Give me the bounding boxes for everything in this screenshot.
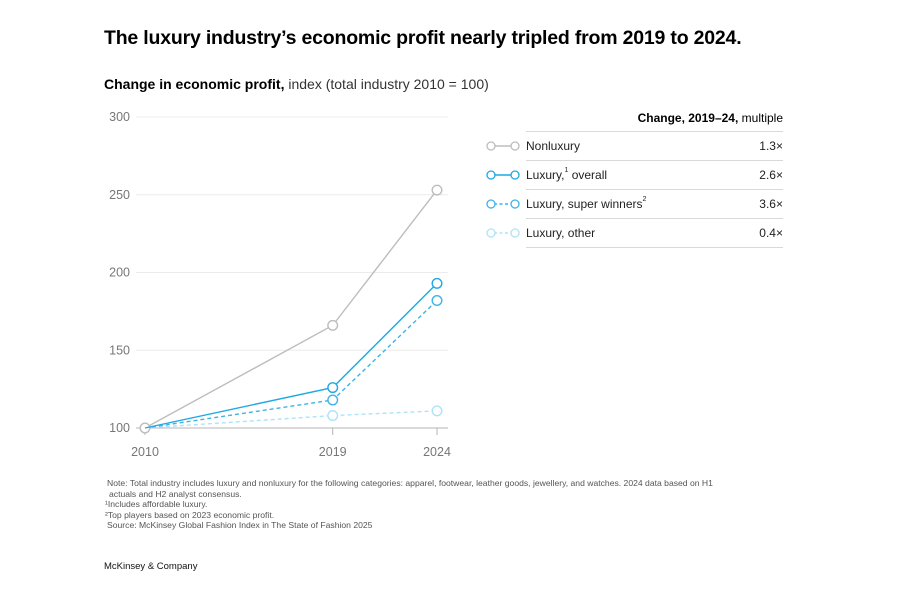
footnote-marker: 2 [642,196,647,203]
legend-row-nonluxury: Nonluxury 1.3× [486,132,783,161]
series-line [144,410,438,429]
data-point [431,405,443,417]
y-tick-label: 150 [109,343,130,357]
data-point [327,319,339,331]
data-point [327,394,339,406]
y-tick-label: 250 [109,188,130,202]
legend-value: 1.3× [759,139,783,153]
footnotes: Note: Total industry includes luxury and… [105,478,807,531]
legend-value: 0.4× [759,226,783,240]
footnote-2: ²Top players based on 2023 economic prof… [105,509,275,520]
x-tick-label: 2010 [131,445,159,459]
chart-subtitle: Change in economic profit, index (total … [104,76,489,92]
data-point [431,184,443,196]
series-line [144,189,438,429]
source-text: Source: McKinsey Global Fashion Index in… [107,520,373,531]
data-point [431,277,443,289]
legend-label-suffix: overall [568,168,608,182]
note-text: actuals and H2 analyst consensus. [109,488,242,499]
legend-marker [486,170,496,180]
series-line [144,299,438,429]
y-tick-label: 200 [109,266,130,280]
legend-line-marker-icon [486,170,520,180]
x-tick-label: 2019 [319,445,347,459]
legend-header-bold: Change, 2019–24, [637,111,739,125]
series-luxury-overall [144,277,443,429]
y-axis-ticks: 100 150 200 250 300 [109,110,130,435]
footnote-1: ¹Includes affordable luxury. [105,499,208,510]
legend-header-rest: multiple [738,111,783,125]
legend-marker [510,228,520,238]
series-luxury-super-winners [144,294,443,429]
legend-line-marker-icon [486,141,520,151]
legend-dashed-marker-icon [486,228,520,238]
subtitle-rest: index (total industry 2010 = 100) [284,76,489,92]
series-luxury-other [144,405,443,429]
legend-header: Change, 2019–24, multiple [526,108,783,132]
legend-marker [510,141,520,151]
data-point [327,410,339,422]
legend-row-luxury-overall: Luxury,1 overall 2.6× [486,161,783,190]
series-nonluxury [139,184,443,434]
legend-row-luxury-super-winners: Luxury, super winners2 3.6× [486,190,783,219]
legend-label: Luxury, [526,168,565,182]
legend-row-luxury-other: Luxury, other 0.4× [486,219,783,248]
legend-label: Luxury, super winners [526,197,643,211]
legend-marker [486,141,496,151]
legend-dashed-marker-icon [486,199,520,209]
x-axis-ticks: 2010 2019 2024 [131,428,451,459]
legend-marker [486,199,496,209]
note-text: Note: Total industry includes luxury and… [107,478,713,488]
legend-table: Change, 2019–24, multiple Nonluxury 1.3×… [486,108,783,248]
footnote-marker: 1 [564,167,569,174]
legend-value: 3.6× [759,197,783,211]
y-tick-label: 100 [109,421,130,435]
legend-marker [510,170,520,180]
series-lines [139,184,443,434]
legend-value: 2.6× [759,168,783,182]
gridlines [136,116,448,429]
legend-label: Luxury, other [526,226,596,240]
y-tick-label: 300 [109,110,130,124]
data-point [431,294,443,306]
legend-marker [486,228,496,238]
brand-logo-text: McKinsey & Company [104,561,198,572]
legend-label: Nonluxury [526,139,581,153]
subtitle-bold: Change in economic profit, [104,76,285,92]
x-tick-label: 2024 [423,445,451,459]
legend-marker [510,199,520,209]
data-point [327,382,339,394]
chart-title: The luxury industry’s economic profit ne… [104,27,742,49]
